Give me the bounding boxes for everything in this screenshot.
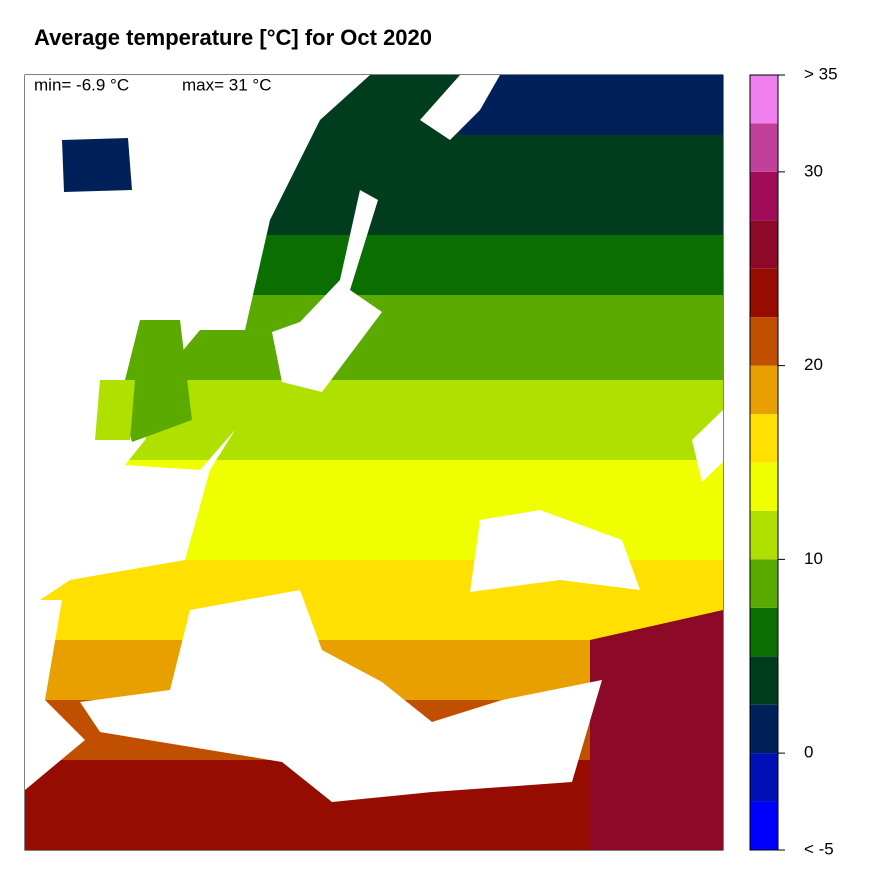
title: Average temperature [°C] for Oct 2020 [34, 25, 432, 50]
colorbar-frame [749, 74, 779, 851]
band-arctic [460, 75, 723, 135]
colorbar-bin [750, 559, 778, 608]
min-label: min= -6.9 °C [34, 75, 129, 94]
baltic [272, 190, 382, 392]
atlantic-south [25, 600, 85, 790]
colorbar-bin [750, 462, 778, 511]
colorbar-tick-label: > 35 [804, 64, 838, 83]
colorbar-tick-label: 0 [804, 743, 813, 762]
colorbar-bin [750, 510, 778, 560]
britain [120, 320, 192, 442]
colorbar-bin [750, 171, 778, 221]
ireland [95, 380, 135, 440]
max-label: max= 31 °C [182, 75, 271, 94]
colorbar-bin [750, 656, 778, 705]
colorbar-bin [750, 753, 778, 802]
colorbar-bin [750, 704, 778, 754]
colorbar: > 35 30 20 10 0 < -5 [749, 64, 838, 858]
white-sea [420, 75, 500, 140]
colorbar-bin [750, 414, 778, 463]
colorbar-bin [750, 801, 778, 850]
atlantic [25, 75, 370, 600]
colorbar-bin [750, 365, 778, 415]
colorbar-bin [750, 268, 778, 318]
mediterranean [80, 590, 602, 802]
black-sea [470, 510, 640, 592]
map: min= -6.9 °C max= 31 °C [24, 74, 724, 851]
caspian [692, 410, 723, 482]
colorbar-bin [750, 75, 778, 124]
colorbar-tick-label: 10 [804, 549, 823, 568]
colorbar-bin [750, 607, 778, 657]
colorbar-bin [750, 123, 778, 172]
colorbar-tick-label: < -5 [804, 839, 834, 858]
iceland [62, 138, 132, 192]
colorbar-tick-label: 20 [804, 355, 823, 374]
colorbar-tick-label: 30 [804, 161, 823, 180]
colorbar-bin [750, 317, 778, 366]
middle-east [590, 610, 723, 850]
colorbar-bin [750, 220, 778, 269]
